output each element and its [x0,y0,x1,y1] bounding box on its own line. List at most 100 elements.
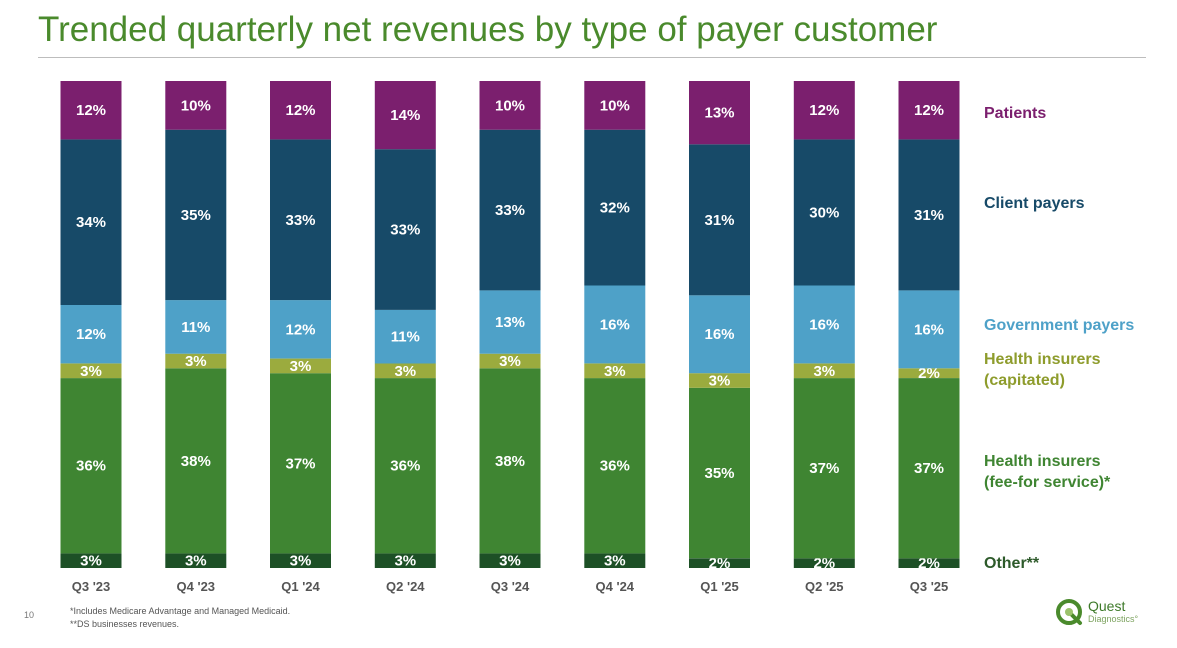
bar-segment-government-payers [270,300,331,359]
data-label: 12% [914,102,944,119]
bar-segment-government-payers [689,295,750,374]
data-label: 2% [813,555,835,572]
x-tick-label: Q3 '25 [910,579,949,594]
data-label: 10% [495,97,525,114]
bar-segment-client-payers [793,139,855,286]
data-label: 12% [809,102,839,119]
bar-segment-patients [270,81,331,140]
quest-logo: Quest Diagnostics° [1055,596,1155,630]
data-label: 37% [285,455,315,472]
data-label: 3% [394,363,416,380]
bar-segment-client-payers [60,139,122,305]
data-label: 3% [290,358,312,375]
data-label: 16% [809,317,839,334]
bar-group-q1-24: 3% 37% 3% 12% 33% 12% [270,81,331,570]
title-divider [38,57,1146,58]
data-label: 33% [285,212,315,229]
legend-label: Other** [984,555,1040,572]
legend-label: Client payers [984,195,1085,212]
data-label: 16% [704,326,734,343]
bar-segment-other [165,553,227,568]
data-label: 11% [181,319,210,336]
bar-segment-client-payers [270,139,331,301]
data-label: 34% [76,214,106,231]
data-label: 11% [391,329,420,346]
bar-segment-other [793,558,855,568]
bar-segment-health-insurers-capitated [60,363,122,379]
legend-item-other: Other** [984,553,1039,574]
bar-segment-other [374,553,436,568]
bar-segment-government-payers [60,305,122,364]
bar-segment-health-insurers-capitated [479,353,541,369]
x-tick-label: Q3 '24 [491,579,530,594]
data-label: 13% [704,105,734,122]
data-label: 16% [914,321,944,338]
bar-segment-government-payers [165,300,227,354]
logo-subtext: Diagnostics° [1088,614,1139,624]
legend-label: Government payers [984,317,1135,334]
data-label: 3% [394,553,416,570]
bar-group-q2-25: 2% 37% 3% 16% 30% 12% [793,81,855,572]
x-axis-ticks: Q3 '23 Q4 '23 Q1 '24 Q2 '24 Q3 '24 Q4 '24 Q1 '… [72,579,949,594]
data-label: 30% [809,205,839,222]
data-label: 14% [390,107,420,124]
data-label: 37% [809,460,839,477]
bar-group-q2-24: 3% 36% 3% 11% 33% 14% [374,81,436,570]
data-label: 3% [80,363,102,380]
data-label: 3% [813,363,835,380]
bar-segment-client-payers [374,149,436,310]
legend-label: Health insurers [984,351,1101,368]
bar-segment-health-insurers-capitated [270,358,331,374]
data-label: 10% [600,97,630,114]
legend-item-health-insurers-fee-for-service: Health insurers (fee-for service)* [984,451,1110,493]
bar-segment-health-insurers-fee-for-service [270,373,331,554]
data-label: 36% [600,458,630,475]
bar-group-q3-25: 2% 37% 2% 16% 31% 12% [898,81,960,572]
data-label: 31% [704,212,734,229]
quest-logo-icon [1056,599,1082,625]
data-label: 2% [918,555,940,572]
data-label: 36% [390,458,420,475]
bar-segment-health-insurers-fee-for-service [689,387,750,559]
data-label: 16% [600,317,630,334]
data-label: 37% [914,460,944,477]
bar-segment-patients [374,81,436,150]
bar-segment-government-payers [898,290,960,369]
chart-title: Trended quarterly net revenues by type o… [38,10,938,49]
legend-item-patients: Patients [984,103,1046,124]
bar-segment-government-payers [374,309,436,364]
data-label: 3% [290,553,312,570]
bar-segment-other [689,558,750,568]
bar-group-q3-24: 3% 38% 3% 13% 33% 10% [479,81,541,570]
bar-segment-patients [479,81,541,130]
data-label: 32% [600,200,630,217]
bar-segment-health-insurers-fee-for-service [898,378,960,559]
data-label: 3% [604,553,626,570]
data-label: 3% [80,553,102,570]
footnote-2: **DS businesses revenues. [70,619,180,629]
bar-segment-health-insurers-fee-for-service [60,378,122,554]
x-tick-label: Q2 '25 [805,579,844,594]
bar-group-q4-24: 3% 36% 3% 16% 32% 10% [584,81,646,570]
bar-segment-other [60,553,122,568]
bar-segment-health-insurers-fee-for-service [584,378,646,554]
data-label: 33% [495,202,525,219]
data-label: 3% [499,553,521,570]
legend-label: (fee-for service)* [984,474,1111,491]
bar-segment-health-insurers-fee-for-service [165,368,227,554]
bar-segment-client-payers [479,129,541,291]
bar-segment-health-insurers-fee-for-service [479,368,541,554]
data-label: 33% [390,222,420,239]
data-label: 10% [181,97,211,114]
x-tick-label: Q2 '24 [386,579,425,594]
data-label: 2% [918,365,940,382]
bar-segment-government-payers [793,285,855,364]
bar-segment-patients [60,81,122,140]
bar-groups: 3% 36% 3% 12% 34% 12% 3% 38% 3% 11% 35% 10% 3% 37% 3% 1… [60,81,960,572]
bar-group-q3-23: 3% 36% 3% 12% 34% 12% [60,81,122,570]
bar-segment-government-payers [584,285,646,364]
data-label: 12% [285,102,315,119]
x-tick-label: Q1 '24 [281,579,320,594]
data-label: 3% [604,363,626,380]
